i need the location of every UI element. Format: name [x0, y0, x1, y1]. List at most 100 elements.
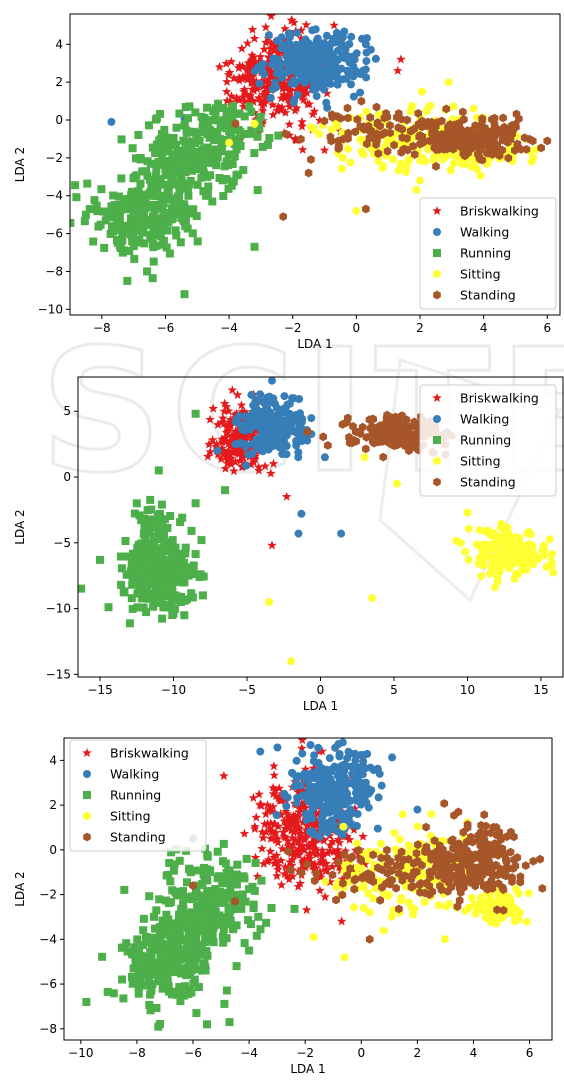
data-point	[167, 164, 176, 173]
data-point	[515, 908, 524, 917]
legend-label-sitting: Sitting	[460, 267, 501, 282]
data-point	[261, 63, 271, 73]
data-point	[338, 830, 347, 839]
data-point	[301, 20, 311, 29]
data-point	[109, 989, 118, 998]
data-point	[143, 952, 152, 961]
data-point	[402, 163, 411, 172]
data-point	[155, 923, 164, 932]
data-point	[325, 846, 336, 856]
data-point	[368, 429, 376, 439]
data-point	[401, 441, 409, 451]
data-point	[125, 228, 134, 237]
data-point	[319, 432, 327, 442]
data-point	[239, 407, 250, 417]
legend-marker-briskwalking	[432, 393, 442, 402]
data-point	[488, 115, 496, 124]
data-point	[311, 849, 322, 859]
data-point	[476, 171, 485, 180]
data-point	[161, 147, 170, 156]
data-point	[370, 438, 378, 448]
data-point	[128, 604, 137, 613]
data-point	[445, 899, 453, 908]
legend-label-briskwalking: Briskwalking	[460, 204, 539, 219]
data-point	[495, 567, 504, 576]
legend-label-standing: Standing	[460, 288, 516, 303]
data-point	[203, 189, 212, 198]
data-point	[475, 526, 484, 535]
data-point	[368, 414, 377, 424]
data-point	[343, 871, 351, 880]
data-point	[271, 835, 281, 845]
data-point	[525, 134, 534, 144]
data-point	[159, 950, 168, 959]
data-point	[360, 453, 369, 462]
data-point	[155, 895, 164, 904]
data-point	[191, 550, 200, 559]
data-point	[312, 819, 322, 829]
data-point	[254, 465, 264, 475]
data-point	[230, 152, 239, 161]
data-point	[223, 889, 232, 898]
data-point	[72, 193, 81, 202]
data-point	[265, 846, 276, 856]
data-point	[396, 159, 405, 168]
data-point	[515, 557, 524, 566]
data-point	[309, 106, 320, 116]
legend-marker-running	[83, 791, 91, 799]
x-tick-label: −2	[296, 1046, 314, 1060]
data-point	[231, 447, 242, 457]
data-point	[403, 145, 412, 155]
data-point	[522, 565, 531, 574]
data-point	[394, 123, 403, 132]
data-point	[225, 1018, 234, 1027]
data-point	[168, 536, 177, 545]
data-point	[282, 809, 293, 818]
legend: BriskwalkingWalkingRunningSittingStandin…	[419, 197, 557, 310]
data-point	[269, 761, 279, 771]
data-point	[176, 518, 185, 527]
data-point	[268, 458, 279, 468]
data-point	[279, 869, 290, 879]
x-tick-label: −6	[184, 1046, 202, 1060]
data-point	[149, 562, 158, 571]
data-point	[360, 859, 370, 869]
data-point	[229, 177, 238, 186]
x-tick-label: −8	[128, 1046, 146, 1060]
data-point	[135, 578, 144, 587]
data-point	[310, 751, 319, 760]
data-point	[211, 439, 222, 449]
data-point	[472, 132, 480, 142]
data-point	[182, 911, 191, 920]
data-point	[219, 406, 229, 416]
data-point	[230, 139, 239, 148]
data-point	[246, 459, 256, 469]
legend-marker-briskwalking	[432, 206, 442, 215]
data-point	[467, 894, 476, 902]
data-point	[383, 112, 392, 122]
data-point	[343, 103, 352, 113]
data-point	[250, 454, 260, 464]
data-point	[315, 885, 325, 895]
data-point	[169, 866, 178, 875]
data-point	[198, 880, 207, 888]
data-point	[303, 859, 312, 869]
data-point	[493, 870, 502, 880]
data-point	[311, 814, 321, 824]
data-point	[195, 573, 204, 581]
data-point	[291, 427, 300, 436]
data-point	[316, 41, 325, 50]
data-point	[253, 186, 262, 195]
data-point	[412, 848, 421, 858]
data-point	[440, 137, 449, 147]
data-point	[187, 924, 196, 933]
data-point	[346, 158, 355, 167]
data-point	[104, 603, 113, 612]
data-point	[297, 134, 305, 144]
data-point	[297, 144, 308, 154]
data-point	[231, 93, 242, 103]
data-point	[307, 155, 315, 164]
data-point	[170, 860, 179, 869]
data-point	[180, 558, 188, 567]
data-point	[449, 159, 458, 168]
